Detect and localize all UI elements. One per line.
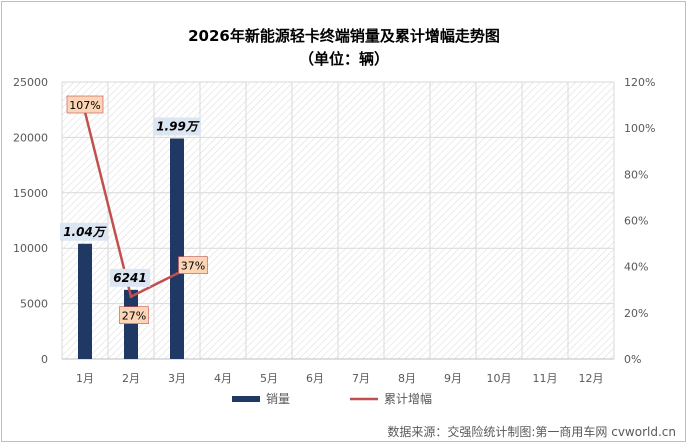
line-data-label: 107% — [69, 99, 100, 112]
right-axis-tick-label: 100% — [624, 122, 655, 135]
bar-sales — [78, 243, 92, 359]
bar-data-label-bg — [109, 268, 151, 287]
x-axis-tick-label: 7月 — [352, 372, 370, 385]
left-axis-ticks: 0 5000 10000 15000 20000 25000 — [13, 76, 48, 366]
line-data-labels: 107% 27% 37% — [66, 95, 208, 324]
legend-swatch-sales — [232, 396, 260, 402]
x-axis-tick-label: 6月 — [306, 372, 324, 385]
bar-data-label: 1.04万 — [63, 225, 107, 239]
x-axis-tick-label: 5月 — [260, 372, 278, 385]
x-axis-tick-label: 8月 — [398, 372, 416, 385]
x-axis-ticks: 1月 2月 3月 4月 5月 6月 7月 8月 9月 10月 11月 12月 — [76, 372, 604, 385]
left-axis-tick-label: 20000 — [13, 131, 48, 144]
right-axis-tick-label: 40% — [624, 261, 648, 274]
line-data-label: 27% — [122, 310, 146, 323]
legend: 销量 累计增幅 — [232, 391, 432, 406]
chart-subtitle: （单位：辆） — [299, 50, 389, 68]
chart-title: 2026年新能源轻卡终端销量及累计增幅走势图 — [188, 27, 500, 45]
right-axis-tick-label: 60% — [624, 215, 648, 228]
vertical-gridlines — [61, 82, 615, 359]
bar-data-label: 6241 — [113, 271, 146, 285]
x-axis-tick-label: 10月 — [487, 372, 512, 385]
bar-data-labels: 1.04万 6241 1.99万 — [60, 117, 201, 287]
right-axis-tick-label: 80% — [624, 168, 648, 181]
x-axis-tick-label: 9月 — [444, 372, 462, 385]
right-axis-tick-label: 20% — [624, 307, 648, 320]
legend-label-sales: 销量 — [266, 392, 290, 406]
x-axis-tick-label: 2月 — [122, 372, 140, 385]
bar-data-label-bg — [60, 222, 108, 241]
bar-sales — [124, 289, 138, 359]
right-axis-tick-label: 120% — [624, 76, 655, 89]
line-data-label: 37% — [181, 260, 205, 273]
x-axis-tick-label: 11月 — [533, 372, 558, 385]
x-axis-tick-label: 3月 — [168, 372, 186, 385]
left-axis-tick-label: 0 — [41, 353, 48, 366]
bar-data-label: 1.99万 — [156, 120, 200, 134]
right-axis-tick-label: 0% — [624, 353, 641, 366]
line-data-label-bg — [178, 256, 208, 274]
line-data-label-bg — [119, 306, 149, 324]
x-axis-tick-label: 12月 — [579, 372, 604, 385]
horizontal-gridlines — [62, 81, 614, 360]
point-growth — [129, 295, 133, 299]
point-growth — [175, 272, 179, 276]
line-data-label-bg — [66, 95, 104, 114]
left-axis-tick-label: 25000 — [13, 76, 48, 89]
x-axis-tick-label: 4月 — [214, 372, 232, 385]
left-axis-tick-label: 15000 — [13, 187, 48, 200]
left-axis-tick-label: 5000 — [20, 298, 48, 311]
bar-data-label-bg — [153, 117, 201, 136]
x-axis-tick-label: 1月 — [76, 372, 94, 385]
legend-label-growth: 累计增幅 — [384, 391, 432, 406]
data-source: 数据来源：交强险统计制图:第一商用车网 cvworld.cn — [387, 424, 676, 439]
right-axis-ticks: 0% 20% 40% 60% 80% 100% 120% — [624, 76, 655, 366]
bar-sales — [170, 138, 184, 359]
left-axis-tick-label: 10000 — [13, 242, 48, 255]
